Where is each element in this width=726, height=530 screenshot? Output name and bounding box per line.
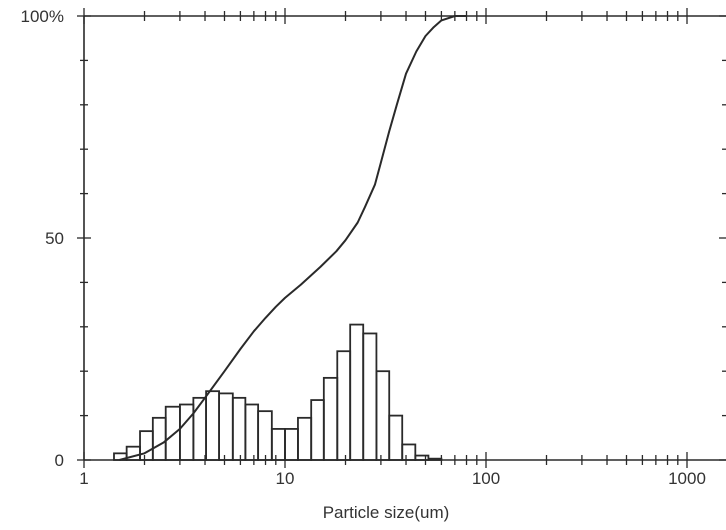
histogram-bar — [270, 428, 286, 461]
y-tick-label: 100% — [21, 7, 64, 26]
histogram-bar — [388, 414, 404, 461]
x-axis-title: Particle size(um) — [323, 503, 450, 522]
histogram-bar — [349, 323, 365, 461]
x-tick-label: 10 — [276, 469, 295, 488]
histogram-bar — [192, 396, 207, 461]
histogram-bar — [244, 403, 260, 461]
x-tick-label: 1000 — [668, 469, 706, 488]
histogram-bar — [139, 430, 154, 461]
histogram-bar — [205, 390, 220, 461]
histogram-bar — [375, 370, 391, 461]
histogram-bar — [336, 350, 352, 461]
histogram-bar — [322, 376, 339, 461]
histogram-bar — [284, 428, 299, 461]
y-tick-label: 50 — [45, 229, 64, 248]
histogram-bar — [231, 396, 247, 461]
y-tick-label: 0 — [55, 451, 64, 470]
x-tick-label: 1 — [79, 469, 88, 488]
tick-labels-layer: 1 10 100 1000 0 50 100% — [21, 7, 706, 488]
histogram-bar — [401, 443, 417, 461]
cumulative-curve — [119, 15, 467, 461]
histogram-bar — [164, 405, 181, 461]
histogram-bar — [257, 410, 273, 461]
histogram-bar — [179, 403, 195, 461]
x-tick-label: 100 — [472, 469, 500, 488]
histogram-bars — [113, 323, 443, 461]
cumulative-curve-layer — [119, 15, 467, 461]
histogram-bar — [427, 457, 443, 461]
histogram-bar — [310, 399, 325, 461]
histogram-bar — [414, 454, 430, 461]
histogram-bar — [297, 416, 313, 461]
axes-layer — [77, 8, 726, 468]
histogram-bar — [362, 332, 378, 461]
histogram-bar — [218, 392, 234, 461]
histogram-bar — [151, 416, 167, 461]
